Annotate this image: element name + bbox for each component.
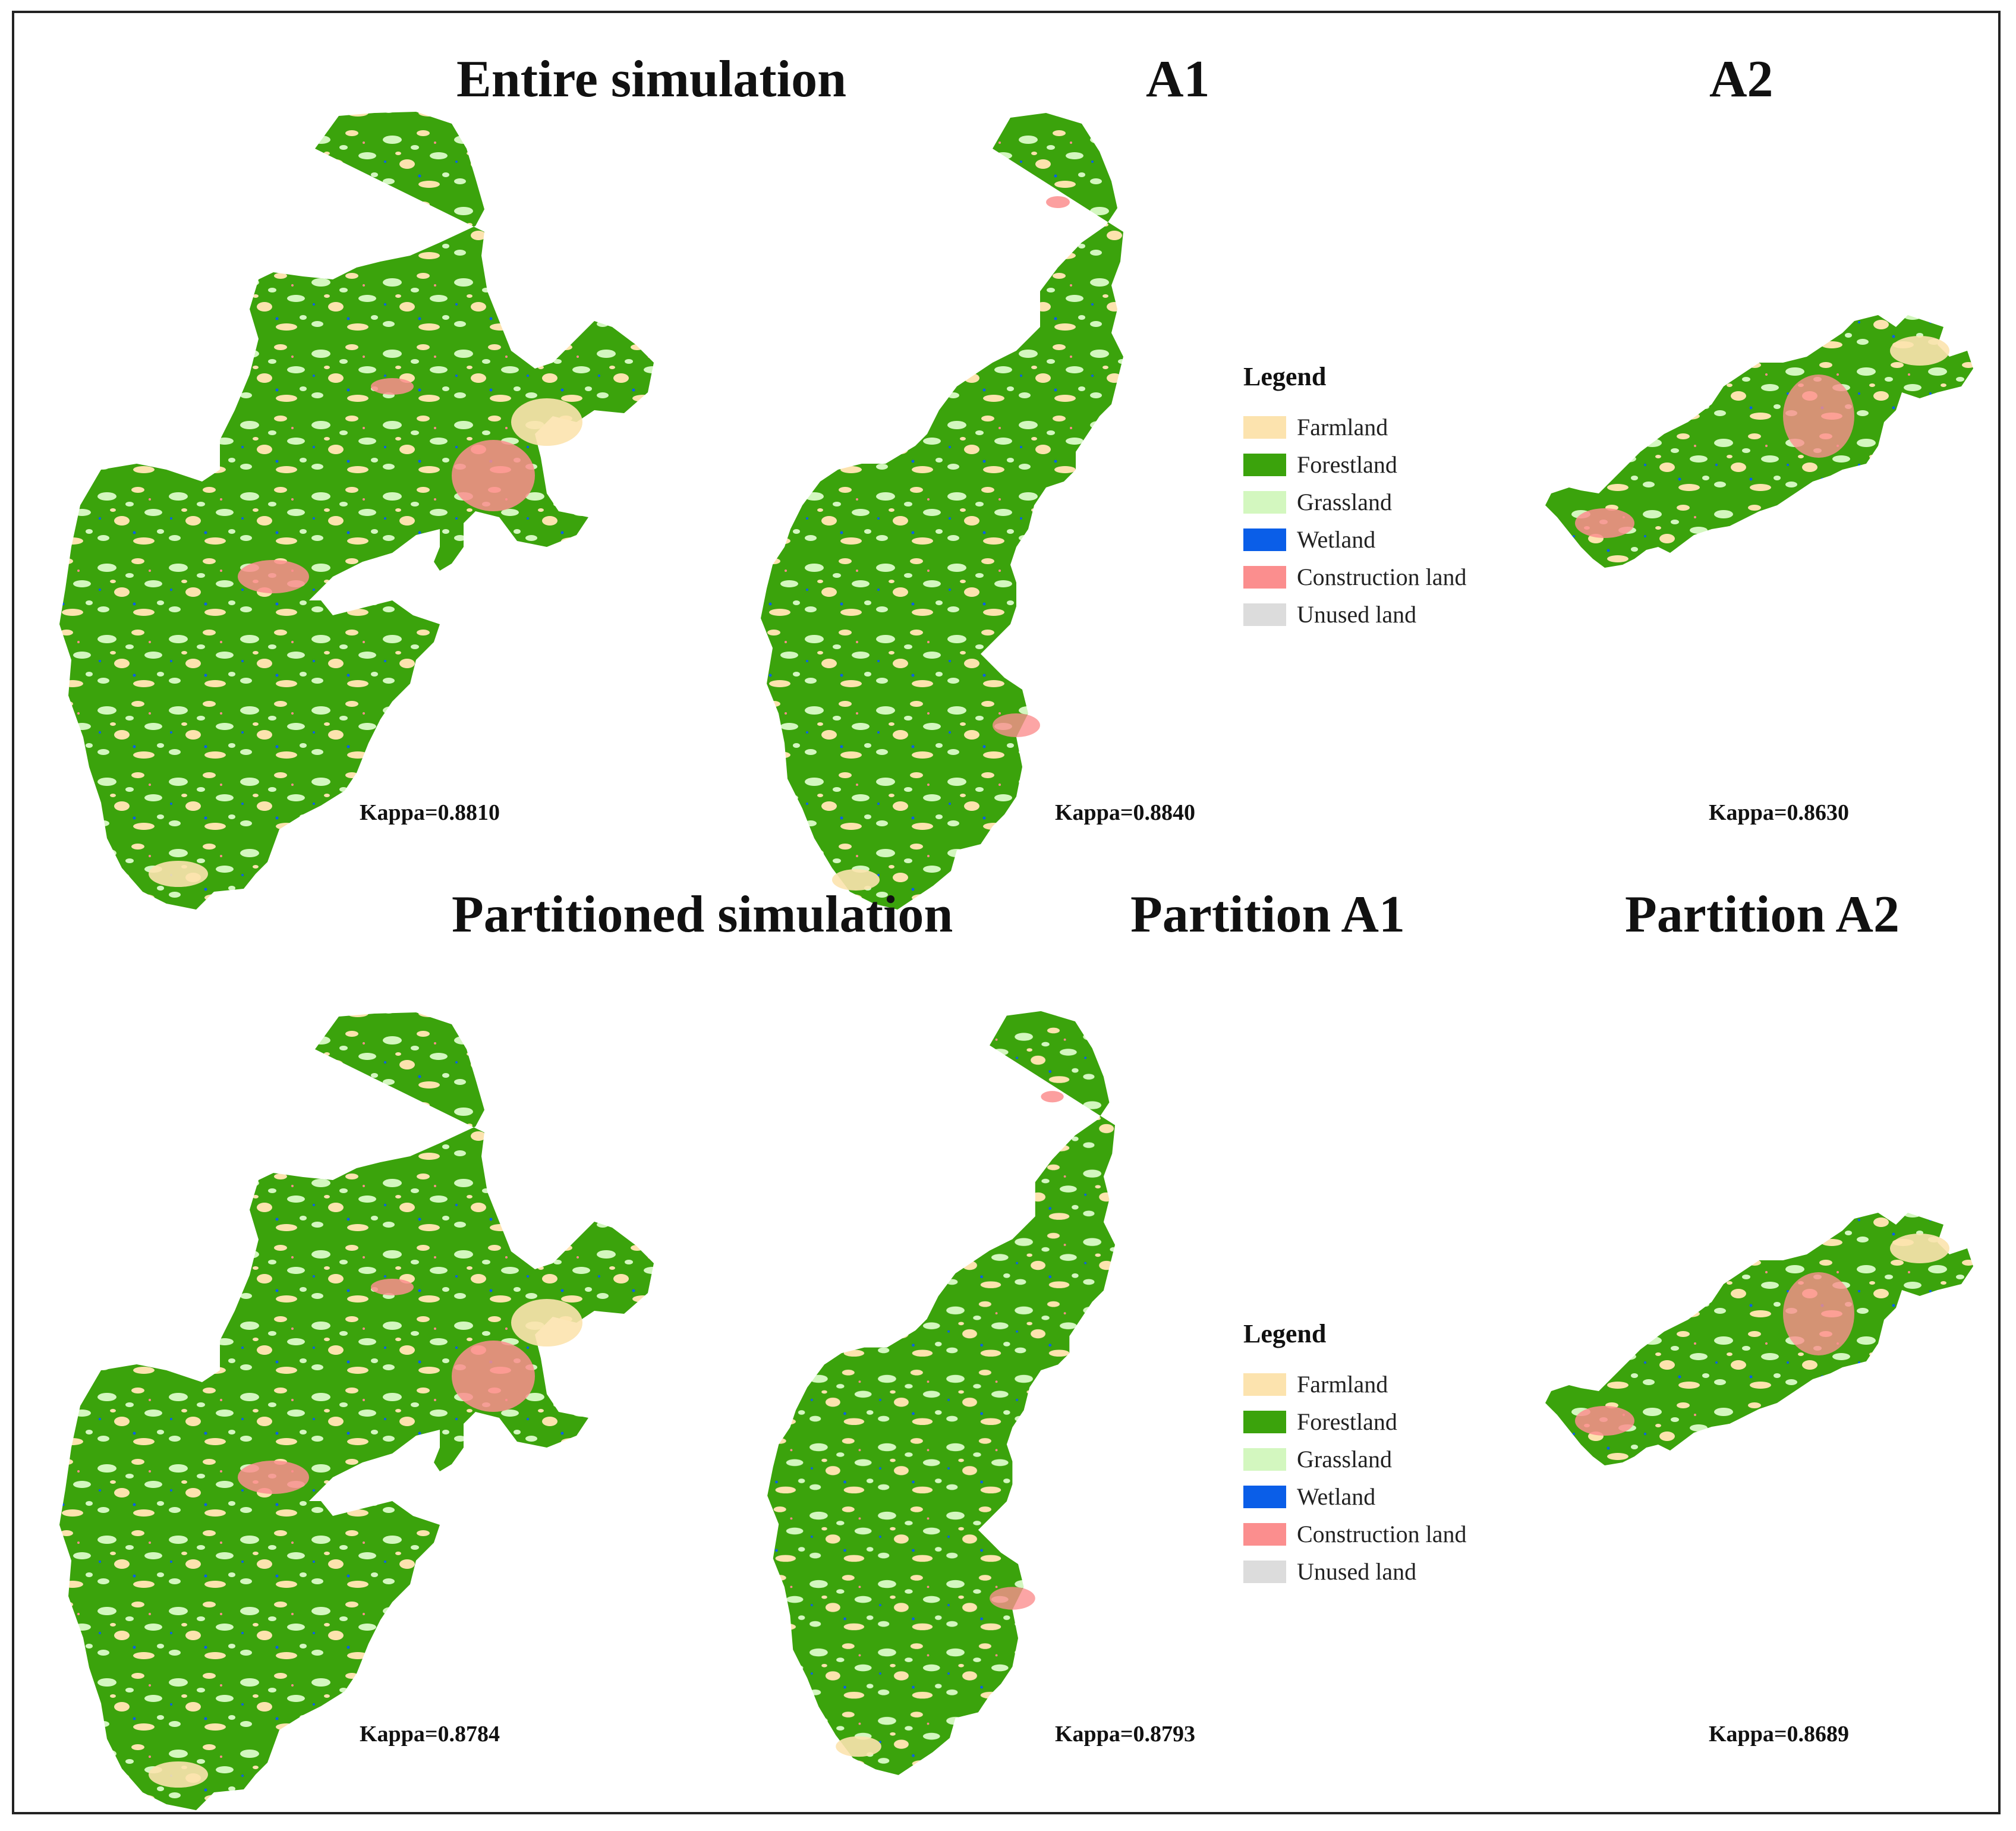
legend-label: Unused land	[1297, 1558, 1417, 1585]
legend-item-wetland: Wetland	[1243, 1478, 1517, 1515]
legend-item-construction: Construction land	[1243, 558, 1517, 596]
legend-swatch-farmland	[1243, 1373, 1286, 1396]
legend-top: Legend Farmland Forestland Grassland Wetlan…	[1243, 361, 1517, 633]
legend-swatch-unused	[1243, 603, 1286, 626]
legend-label: Construction land	[1297, 1521, 1467, 1547]
legend-item-farmland: Farmland	[1243, 408, 1517, 446]
legend-label: Farmland	[1297, 1371, 1388, 1398]
panel-title-partition-a1: Partition A1	[1130, 886, 1405, 943]
legend-label: Grassland	[1297, 1446, 1392, 1473]
panel-title-a2: A2	[1709, 51, 1774, 108]
legend-item-construction: Construction land	[1243, 1515, 1517, 1553]
legend-swatch-forestland	[1243, 453, 1286, 476]
legend-label: Wetland	[1297, 526, 1376, 553]
legend-label: Forestland	[1297, 1408, 1397, 1435]
legend-item-unused: Unused land	[1243, 1553, 1517, 1590]
kappa-partition-a2: Kappa=0.8689	[1709, 1722, 1849, 1747]
kappa-partitioned: Kappa=0.8784	[360, 1722, 500, 1747]
legend-item-forestland: Forestland	[1243, 1403, 1517, 1440]
kappa-a2: Kappa=0.8630	[1709, 800, 1849, 825]
map-partitioned	[59, 1012, 654, 1810]
legend-title: Legend	[1243, 362, 1327, 391]
legend-title: Legend	[1243, 1319, 1327, 1348]
kappa-partition-a1: Kappa=0.8793	[1055, 1722, 1195, 1747]
legend-label: Grassland	[1297, 489, 1392, 515]
legend-label: Unused land	[1297, 601, 1417, 628]
legend-item-grassland: Grassland	[1243, 483, 1517, 521]
legend-label: Construction land	[1297, 564, 1467, 590]
panel-title-entire: Entire simulation	[456, 51, 847, 108]
legend-swatch-forestland	[1243, 1410, 1286, 1433]
legend-swatch-construction	[1243, 565, 1286, 589]
panel-title-partitioned: Partitioned simulation	[452, 886, 953, 943]
legend-item-forestland: Forestland	[1243, 446, 1517, 483]
panel-title-partition-a2: Partition A2	[1625, 886, 1900, 943]
legend-swatch-wetland	[1243, 528, 1286, 551]
kappa-entire: Kappa=0.8810	[360, 800, 500, 825]
kappa-a1: Kappa=0.8840	[1055, 800, 1195, 825]
legend-bottom: Legend Farmland Forestland Grassland Wetlan…	[1243, 1319, 1517, 1590]
legend-swatch-wetland	[1243, 1485, 1286, 1508]
map-entire	[59, 112, 654, 910]
legend-swatch-farmland	[1243, 416, 1286, 439]
legend-swatch-grassland	[1243, 490, 1286, 514]
legend-swatch-construction	[1243, 1522, 1286, 1546]
legend-swatch-unused	[1243, 1560, 1286, 1583]
map-a2	[1545, 315, 1973, 568]
legend-item-wetland: Wetland	[1243, 521, 1517, 558]
legend-swatch-grassland	[1243, 1448, 1286, 1471]
map-a1	[761, 113, 1123, 910]
legend-label: Farmland	[1297, 414, 1388, 441]
legend-item-unused: Unused land	[1243, 596, 1517, 633]
legend-label: Forestland	[1297, 451, 1397, 478]
map-partition-a1	[767, 1011, 1116, 1775]
legend-item-farmland: Farmland	[1243, 1366, 1517, 1403]
legend-item-grassland: Grassland	[1243, 1440, 1517, 1478]
map-partition-a2	[1545, 1213, 1973, 1465]
legend-label: Wetland	[1297, 1483, 1376, 1510]
panel-title-a1: A1	[1146, 51, 1210, 108]
